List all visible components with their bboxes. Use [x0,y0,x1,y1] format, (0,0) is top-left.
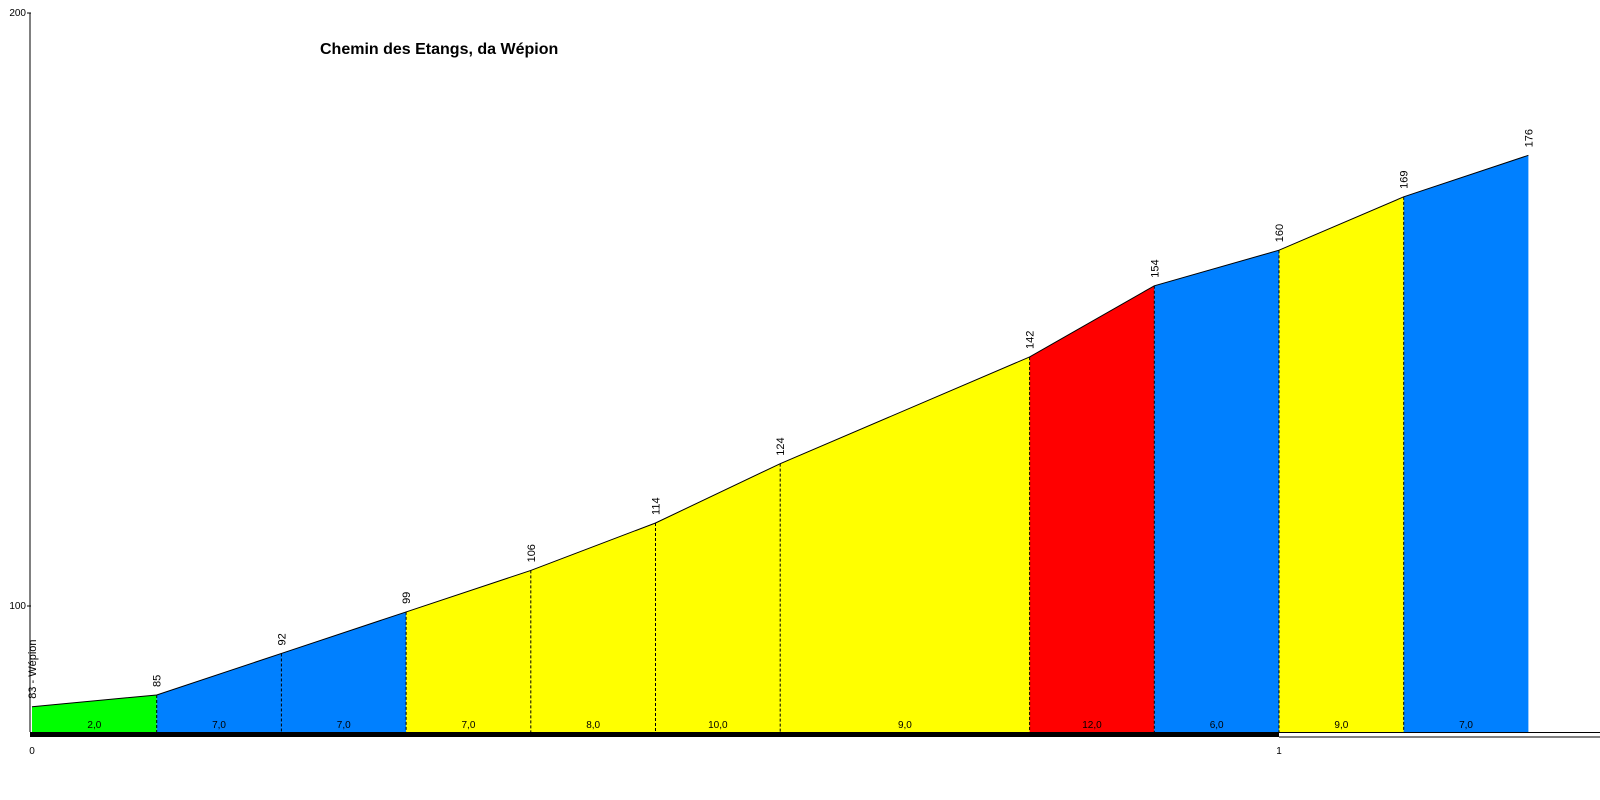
elevation-label-8: 154 [1149,259,1161,277]
gradient-segment-8 [1029,285,1155,732]
gradient-segment-5 [530,522,656,732]
y-tick-label-1: 200 [9,8,26,19]
gradient-label-11: 7,0 [1459,720,1473,731]
gradient-label-7: 9,0 [898,720,912,731]
elevation-label-3: 99 [401,592,413,604]
gradient-segment-10 [1279,196,1404,732]
elevation-label-6: 124 [775,437,787,455]
gradient-label-2: 7,0 [212,720,226,731]
gradient-label-1: 2,0 [87,720,101,731]
gradient-label-5: 8,0 [586,720,600,731]
elevation-label-4: 106 [526,544,538,562]
elevation-label-11: 176 [1523,129,1535,147]
elevation-label-2: 92 [276,633,288,645]
gradient-label-10: 9,0 [1334,720,1348,731]
y-tick-label-0: 100 [9,601,26,612]
labels-layer: 2,0 7,0 7,0 7,0 8,0 10,0 9,0 12,0 6,0 9,0 7,0 83 - … [27,129,1535,731]
gradient-label-6: 10,0 [708,720,728,731]
gradient-label-3: 7,0 [337,720,351,731]
profile-line [31,154,1529,708]
elevation-label-1: 85 [152,675,164,687]
gradient-segment-2 [156,653,282,732]
chart-title: Chemin des Etangs, da Wépion [320,41,558,58]
gradient-segment-7 [780,356,1030,732]
gradient-segment-3 [281,611,407,732]
gradient-segment-4 [406,570,531,732]
gradient-label-9: 6,0 [1210,720,1224,731]
gradient-label-4: 7,0 [461,720,475,731]
x-tick-label-1: 1 [1276,746,1282,757]
elevation-label-7: 142 [1025,331,1037,349]
elevation-label-5: 114 [651,497,663,515]
x-tick-label-0: 0 [29,746,35,757]
elevation-label-9: 160 [1274,224,1286,242]
axes-layer: 100 200 0 1 [9,8,1600,757]
km-bar-1 [30,732,1279,737]
start-location-label: 83 - Wépion [27,639,39,698]
elevation-label-10: 169 [1399,170,1411,188]
gradient-segment-6 [655,463,781,732]
gradient-label-8: 12,0 [1082,720,1102,731]
gradient-segment-11 [1403,155,1529,732]
segments-layer [31,154,1529,732]
gradient-segment-9 [1154,250,1279,732]
